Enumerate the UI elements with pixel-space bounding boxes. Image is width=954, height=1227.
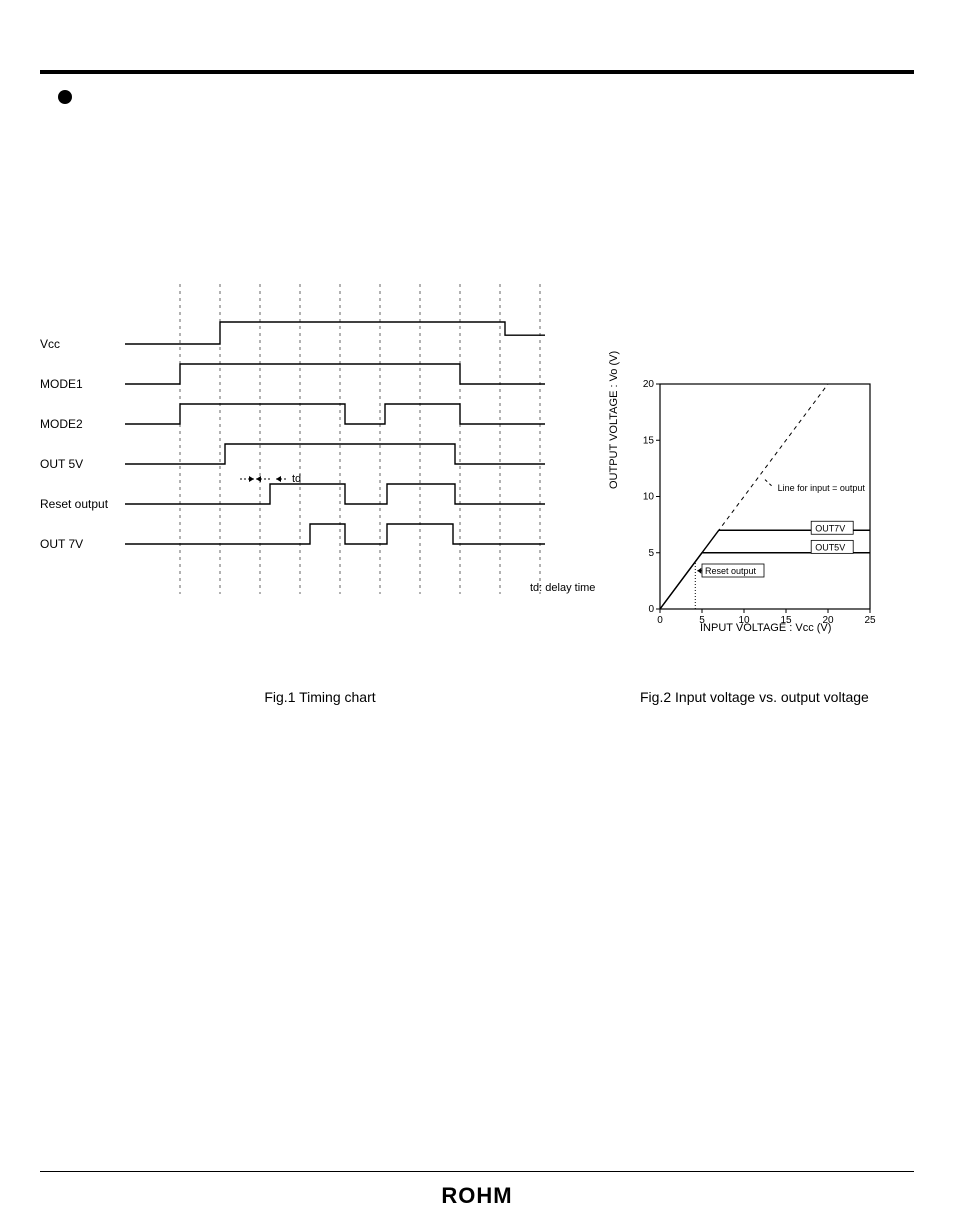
section-bullet xyxy=(58,90,72,104)
signal-label: OUT 5V xyxy=(40,458,83,470)
rohm-logo: ROHM xyxy=(0,1183,954,1209)
svg-text:10: 10 xyxy=(643,492,655,503)
svg-text:25: 25 xyxy=(864,615,876,626)
bottom-rule xyxy=(40,1171,914,1172)
chart-svg: 051015202505101520Line for input = outpu… xyxy=(630,374,890,634)
svg-text:OUT5V: OUT5V xyxy=(815,542,845,552)
chart-ylabel: OUTPUT VOLTAGE : Vo (V) xyxy=(608,351,620,489)
signal-label: MODE2 xyxy=(40,418,83,430)
timing-svg: td xyxy=(125,274,565,604)
svg-text:15: 15 xyxy=(643,435,655,446)
svg-text:td: td xyxy=(292,473,301,485)
svg-text:5: 5 xyxy=(648,548,654,559)
fig1-caption: Fig.1 Timing chart xyxy=(40,689,600,705)
svg-text:0: 0 xyxy=(648,604,654,615)
signal-label: Vcc xyxy=(40,338,60,350)
signal-label: OUT 7V xyxy=(40,538,83,550)
timing-chart: Vcc MODE1 MODE2 OUT 5V Reset output OUT 7V td… xyxy=(40,274,600,609)
top-rule xyxy=(40,70,914,74)
delay-note: td: delay time xyxy=(530,582,595,594)
svg-text:OUT7V: OUT7V xyxy=(815,523,845,533)
chart-xlabel: INPUT VOLTAGE : Vcc (V) xyxy=(700,622,831,634)
svg-text:Reset output: Reset output xyxy=(705,566,757,576)
signal-label: MODE1 xyxy=(40,378,83,390)
signal-label: Reset output xyxy=(40,498,108,510)
svg-text:0: 0 xyxy=(657,615,663,626)
fig2-caption: Fig.2 Input voltage vs. output voltage xyxy=(640,689,940,705)
voltage-chart: OUTPUT VOLTAGE : Vo (V) 0510152025051015… xyxy=(630,374,890,639)
svg-text:Line for input = output: Line for input = output xyxy=(778,483,866,493)
svg-text:20: 20 xyxy=(643,379,655,390)
